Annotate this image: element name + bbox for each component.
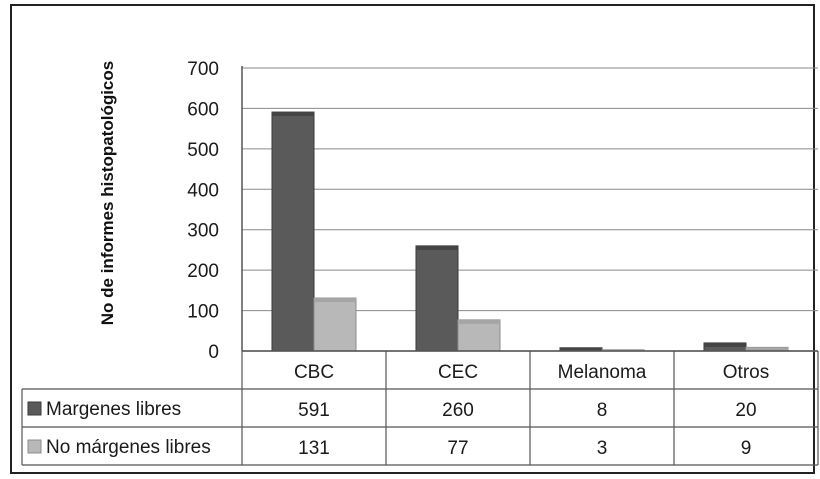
data-table-value: 20	[735, 400, 756, 421]
category-label: CEC	[438, 362, 478, 383]
y-tick-label: 700	[187, 59, 219, 80]
data-table-value: 131	[298, 438, 330, 459]
legend-label: Margenes libres	[46, 399, 181, 420]
category-label: CBC	[294, 362, 334, 383]
y-tick-label: 400	[187, 180, 219, 201]
bar-margenes-libres-0	[271, 111, 315, 352]
y-tick-label: 600	[187, 99, 219, 120]
data-table-value: 9	[741, 438, 752, 459]
data-table: CBC CEC Melanoma Otros Margenes libres 591 260…	[21, 350, 819, 466]
y-tick-label: 0	[208, 342, 219, 363]
bar-margenes-libres-3	[703, 342, 747, 352]
y-tick-label: 100	[187, 302, 219, 323]
category-label: Melanoma	[558, 362, 647, 383]
category-label: Otros	[723, 362, 769, 383]
data-table-value: 591	[298, 400, 330, 421]
y-axis-ticks: 0 100 200 300 400 500 600 700	[187, 59, 219, 363]
data-table-value: 3	[597, 438, 608, 459]
bar-margenes-libres-1	[415, 245, 459, 352]
legend-swatch	[27, 401, 42, 416]
legend-swatch	[27, 439, 42, 454]
bar-no-margenes-libres-0	[313, 297, 357, 352]
legend-label: No márgenes libres	[46, 437, 211, 458]
y-tick-label: 300	[187, 221, 219, 242]
y-tick-label: 200	[187, 261, 219, 282]
chart-frame	[10, 4, 815, 474]
data-table-value: 260	[442, 400, 474, 421]
bars	[271, 111, 789, 352]
y-tick-label: 500	[187, 140, 219, 161]
legend-entry: Margenes libres	[27, 399, 181, 420]
data-table-value: 77	[447, 438, 468, 459]
y-axis-label: No de informes histopatológicos	[98, 61, 117, 325]
legend-entry: No márgenes libres	[27, 437, 211, 458]
bar-no-margenes-libres-1	[457, 319, 501, 352]
data-table-value: 8	[597, 400, 608, 421]
